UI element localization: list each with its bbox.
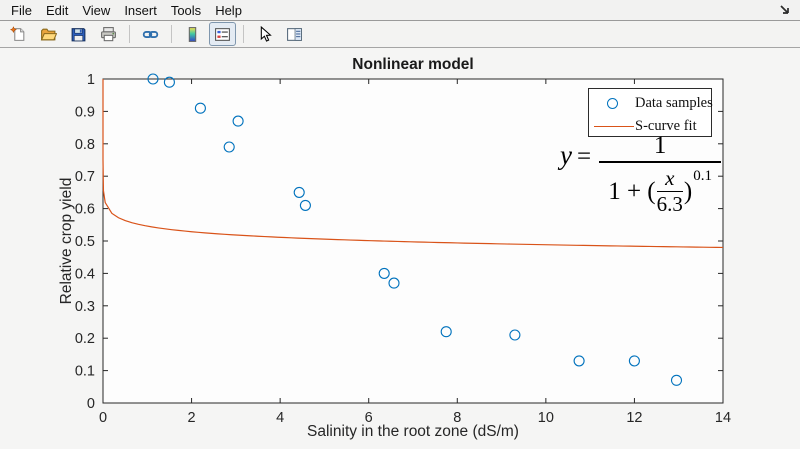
svg-text:6: 6 (365, 410, 373, 426)
menu-overflow-arrow-icon[interactable] (779, 4, 791, 16)
menu-file[interactable]: File (11, 2, 32, 18)
nested-denominator: 6.3 (656, 192, 683, 216)
nested-numerator: x (665, 166, 675, 190)
link-plot-button[interactable] (137, 22, 164, 46)
insert-legend-button[interactable] (209, 22, 236, 46)
data-point (670, 374, 683, 386)
den-prefix: 1 + ( (608, 178, 656, 205)
edit-plot-button[interactable] (251, 22, 278, 46)
formula-exponent: 0.1 (693, 168, 712, 184)
svg-text:10: 10 (538, 410, 554, 426)
edit-plot-icon (260, 25, 272, 42)
svg-text:12: 12 (626, 410, 642, 426)
formula-equals: = (576, 143, 592, 170)
svg-text:0.9: 0.9 (75, 104, 95, 120)
tick-labels: 0 2 4 6 8 10 12 14 0 0.1 0.2 0.3 0.4 0.5 0.6 0.7 0.8 0.9 1 (75, 72, 731, 426)
legend-label: S-curve fit (635, 118, 697, 134)
figure-toolbar (0, 21, 800, 48)
legend-marker-cell (589, 126, 635, 127)
toolbar-separator (171, 25, 172, 43)
svg-text:0.8: 0.8 (75, 137, 95, 153)
toolbar-separator (243, 25, 244, 43)
insert-colorbar-icon (188, 26, 197, 42)
svg-text:0.2: 0.2 (75, 331, 95, 347)
data-point (388, 277, 400, 289)
data-point (509, 329, 521, 341)
data-point (573, 355, 585, 367)
den-suffix: ) (683, 178, 693, 205)
svg-text:0.7: 0.7 (75, 169, 95, 185)
data-point (232, 115, 244, 127)
data-point (378, 267, 390, 279)
nested-fraction-bar (656, 191, 683, 192)
legend-entry-s-curve-fit: S-curve fit (589, 115, 711, 138)
menu-tools[interactable]: Tools (170, 2, 202, 18)
new-figure-button[interactable] (5, 22, 32, 46)
fraction-bar (599, 161, 722, 163)
data-point (194, 102, 206, 114)
legend-entry-data-samples: Data samples (589, 89, 713, 115)
y-axis-label: Relative crop yield (58, 177, 75, 305)
fit-curve (102, 79, 724, 249)
chart-title: Nonlinear model (352, 56, 474, 73)
figure-canvas: 0 2 4 6 8 10 12 14 0 0.1 0.2 0.3 0.4 0.5 0.6 0.7 0.8 0.9 1 (0, 48, 800, 449)
svg-text:0.1: 0.1 (75, 364, 95, 380)
scatter-marker-icon (606, 98, 618, 109)
svg-text:2: 2 (188, 410, 196, 426)
legend-marker-cell (589, 98, 635, 109)
svg-text:14: 14 (715, 410, 731, 426)
svg-text:1: 1 (87, 72, 95, 88)
formula-denominator: 1 + ( x 6.3 ) 0.1 (608, 163, 712, 215)
open-file-button[interactable] (35, 22, 62, 46)
data-points (147, 73, 683, 386)
toolbar-separator (129, 25, 130, 43)
print-figure-button[interactable] (95, 22, 122, 46)
data-point (299, 199, 311, 211)
insert-colorbar-button[interactable] (179, 22, 206, 46)
data-point (293, 186, 305, 198)
svg-text:8: 8 (453, 410, 461, 426)
link-plot-icon (142, 30, 159, 38)
menu-view[interactable]: View (82, 2, 111, 18)
formula-annotation: y = 1 1 + ( x 6.3 ) 0.1 (560, 132, 722, 215)
property-inspector-icon (287, 27, 302, 41)
print-figure-icon (101, 26, 116, 41)
svg-text:0: 0 (87, 396, 95, 412)
formula-lhs: y (560, 140, 572, 170)
new-figure-icon (10, 25, 25, 41)
data-point (147, 73, 159, 85)
data-point (223, 141, 235, 153)
chart-legend[interactable]: Data samples S-curve fit (588, 88, 713, 138)
svg-text:0.5: 0.5 (75, 234, 95, 250)
property-inspector-button[interactable] (281, 22, 308, 46)
menu-help[interactable]: Help (215, 2, 242, 18)
menu-insert[interactable]: Insert (124, 2, 157, 18)
svg-text:0.4: 0.4 (75, 266, 95, 282)
formula-fraction: 1 1 + ( x 6.3 ) 0.1 (599, 132, 722, 215)
open-file-icon (40, 28, 57, 40)
menu-bar: File Edit View Insert Tools Help (0, 0, 800, 21)
legend-label: Data samples (635, 95, 713, 111)
data-point (628, 355, 640, 367)
line-marker-icon (594, 126, 634, 127)
svg-text:0.6: 0.6 (75, 202, 95, 218)
menu-edit[interactable]: Edit (45, 2, 69, 18)
svg-text:0: 0 (99, 410, 107, 426)
nested-fraction: x 6.3 (656, 166, 683, 216)
save-figure-button[interactable] (65, 22, 92, 46)
data-point (440, 326, 452, 338)
svg-text:0.3: 0.3 (75, 299, 95, 315)
data-point (163, 76, 175, 88)
x-axis-label: Salinity in the root zone (dS/m) (307, 423, 519, 440)
svg-text:4: 4 (276, 410, 284, 426)
formula-numerator: 1 (653, 132, 667, 159)
save-figure-icon (71, 27, 86, 41)
insert-legend-icon (215, 27, 230, 41)
